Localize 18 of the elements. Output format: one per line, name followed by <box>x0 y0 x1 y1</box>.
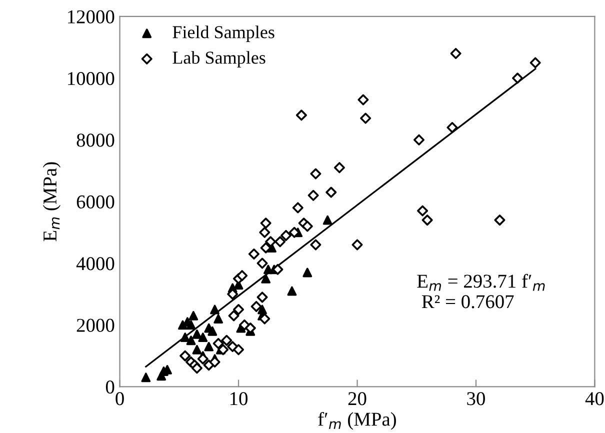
y-tick-label: 8000 <box>76 134 114 147</box>
x-tick-label: 0 <box>116 392 124 406</box>
y-tick-label: 0 <box>106 380 114 394</box>
y-tick-label: 2000 <box>76 318 114 332</box>
x-tick-label: 20 <box>348 392 366 406</box>
y-tick-label: 6000 <box>76 195 114 208</box>
x-axis-title: f′$_{m}$ (MPa) <box>318 412 396 430</box>
x-tick-label: 30 <box>467 392 485 406</box>
y-axis-title: E$_{m}$ (MPa) <box>42 162 61 242</box>
x-tick-label: 10 <box>230 392 248 406</box>
legend-label: Lab Samples <box>172 51 266 68</box>
annotation: R² = 0.7607 <box>422 295 514 308</box>
x-tick-label: 40 <box>585 392 604 406</box>
legend-label: Field Samples <box>172 26 274 42</box>
y-tick-label: 4000 <box>76 257 114 270</box>
annotation: E$_{m}$ = 293.71 f′$_{m}$ <box>417 274 545 291</box>
y-tick-label: 10000 <box>68 72 114 86</box>
y-tick-label: 12000 <box>68 10 114 24</box>
